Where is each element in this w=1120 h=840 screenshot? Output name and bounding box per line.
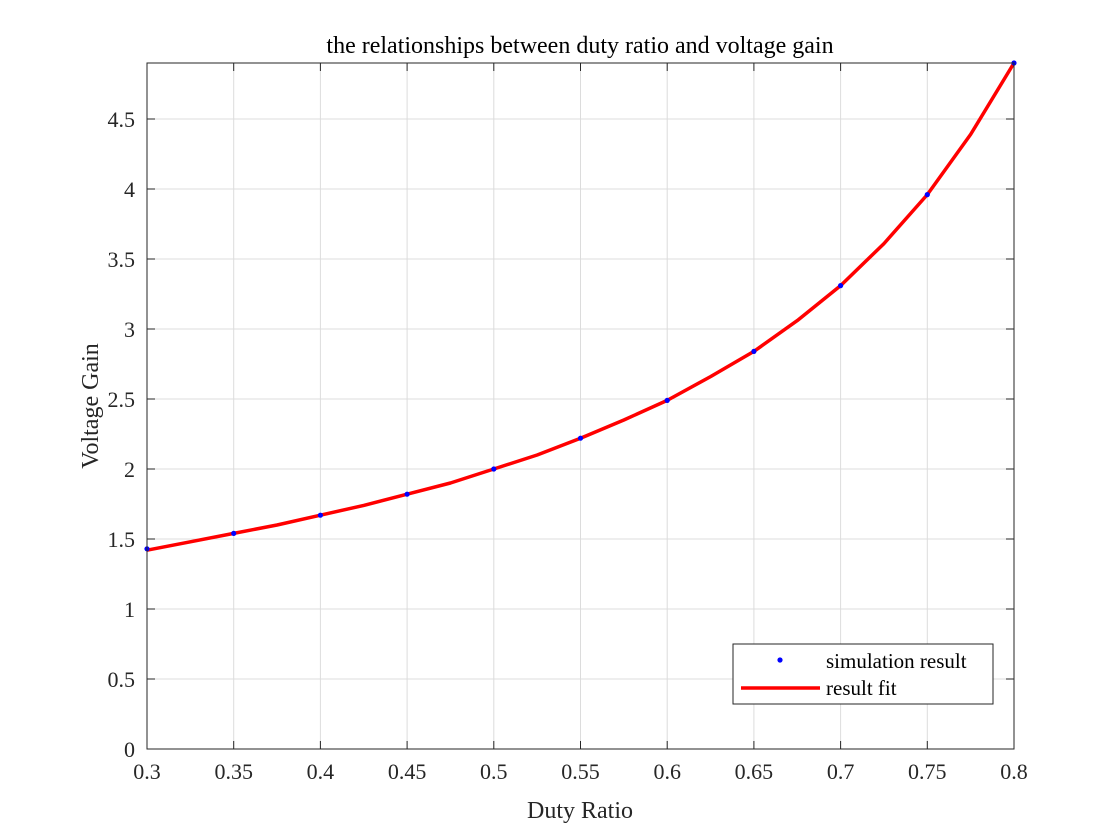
y-tick-label: 4.5 <box>108 107 136 132</box>
legend-label-result-fit: result fit <box>826 676 897 700</box>
y-tick-label: 3.5 <box>108 247 136 272</box>
x-tick-label: 0.6 <box>653 759 681 784</box>
x-tick-label: 0.75 <box>908 759 947 784</box>
x-tick-label: 0.35 <box>214 759 253 784</box>
axes-ticks: 0.3 0.35 0.4 0.45 0.5 0.55 0.6 0.65 0.7 0.75 0.8 0 0… <box>108 63 1028 784</box>
data-point-simulation-result <box>577 435 584 441</box>
data-point-simulation-result <box>838 283 844 289</box>
x-tick-label: 0.45 <box>388 759 427 784</box>
y-tick-label: 4 <box>124 177 135 202</box>
y-tick-label: 1.5 <box>108 527 136 552</box>
y-tick-label: 0.5 <box>108 667 136 692</box>
legend: simulation result result fit <box>732 643 994 705</box>
data-point-simulation-result <box>924 192 930 198</box>
x-tick-label: 0.8 <box>1000 759 1028 784</box>
data-point-simulation-result <box>404 491 410 497</box>
x-tick-label: 0.55 <box>561 759 600 784</box>
y-tick-label: 0 <box>124 737 135 762</box>
chart-title: the relationships between duty ratio and… <box>326 33 833 59</box>
x-tick-label: 0.7 <box>827 759 855 784</box>
y-tick-label: 2 <box>124 457 135 482</box>
data-point-simulation-result <box>751 348 757 354</box>
x-tick-label: 0.5 <box>480 759 508 784</box>
legend-box <box>732 643 994 705</box>
data-point-simulation-result <box>664 397 670 403</box>
y-tick-label: 3 <box>124 317 135 342</box>
legend-marker-simulation-result <box>777 657 783 663</box>
x-axis-title: Duty Ratio <box>527 798 633 824</box>
data-point-simulation-result <box>231 530 237 537</box>
x-tick-label: 0.4 <box>307 759 335 784</box>
y-axis-title: Voltage Gain <box>78 343 104 469</box>
data-point-simulation-result <box>491 466 497 472</box>
y-tick-label: 1 <box>124 597 135 622</box>
legend-label-simulation-result: simulation result <box>826 649 967 673</box>
x-tick-label: 0.3 <box>133 759 161 784</box>
data-point-simulation-result <box>317 512 323 518</box>
y-tick-label: 2.5 <box>108 387 136 412</box>
x-tick-label: 0.65 <box>735 759 774 784</box>
